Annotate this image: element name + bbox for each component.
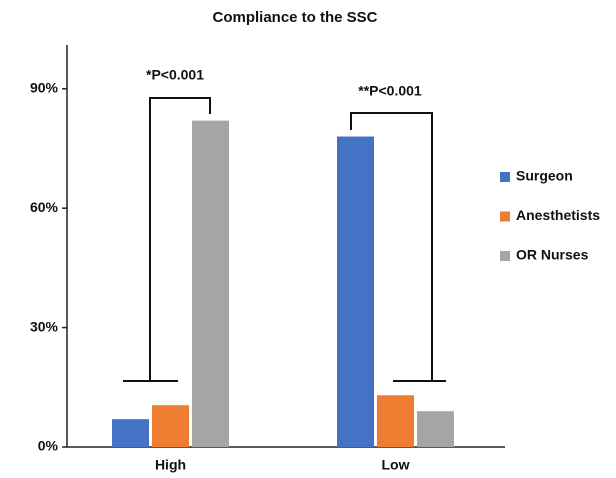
bar bbox=[417, 411, 454, 447]
x-tick-label: Low bbox=[382, 457, 410, 473]
x-tick-label: High bbox=[155, 457, 186, 473]
legend-swatch bbox=[500, 251, 510, 261]
y-tick-label: 60% bbox=[30, 199, 59, 215]
bar bbox=[192, 120, 229, 447]
bar bbox=[152, 405, 189, 447]
legend-swatch bbox=[500, 211, 510, 222]
significance-bracket bbox=[350, 112, 446, 382]
legend-swatch bbox=[500, 172, 510, 182]
y-tick-label: 30% bbox=[30, 318, 59, 334]
chart-title: Compliance to the SSC bbox=[212, 9, 377, 26]
legend-label: Anesthetists bbox=[516, 207, 600, 223]
significance-bracket bbox=[123, 97, 211, 382]
bar bbox=[377, 395, 414, 447]
y-tick-label: 90% bbox=[30, 79, 59, 95]
annotation: **P<0.001 bbox=[358, 83, 422, 99]
annotation: *P<0.001 bbox=[146, 67, 204, 83]
bar bbox=[337, 136, 374, 447]
legend-label: OR Nurses bbox=[516, 247, 589, 263]
legend-label: Surgeon bbox=[516, 168, 573, 184]
y-tick-label: 0% bbox=[38, 438, 59, 454]
bar bbox=[112, 419, 149, 447]
